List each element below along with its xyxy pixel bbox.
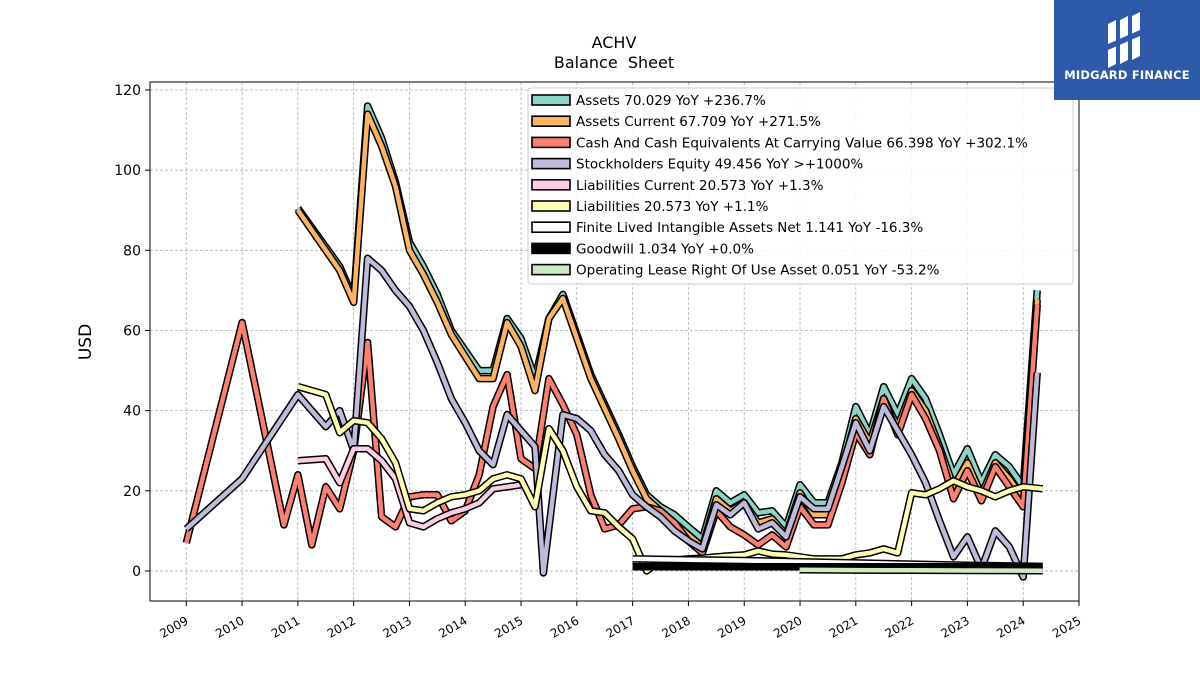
series-line-3	[184, 256, 1040, 580]
legend-entry: Finite Lived Intangible Assets Net 1.141…	[576, 220, 923, 236]
x-tick-label: 2016	[548, 613, 581, 640]
legend-swatch	[531, 115, 571, 127]
legend-swatch	[531, 179, 571, 191]
brand-logo: MIDGARD FINANCE	[1054, 0, 1200, 100]
midgard-logo-icon	[1108, 12, 1140, 68]
x-tick-label: 2018	[659, 613, 692, 640]
series-line-8	[799, 567, 1043, 573]
plot-frame	[149, 81, 1080, 602]
x-tick-label: 2013	[380, 613, 413, 640]
legend-entry: Liabilities 20.573 YoY +1.1%	[576, 199, 769, 215]
x-tick-label: 2024	[994, 613, 1027, 640]
series-layer	[182, 102, 1044, 581]
legend-entry: Operating Lease Right Of Use Asset 0.051…	[576, 263, 940, 279]
y-tick-label: 120	[114, 83, 141, 99]
x-tick-label: 2025	[1050, 613, 1083, 640]
series-line-4	[297, 446, 522, 530]
x-tick-label: 2021	[827, 613, 860, 640]
x-tick-label: 2020	[771, 613, 804, 640]
legend-swatch	[531, 136, 571, 149]
x-tick-label: 2011	[269, 613, 302, 640]
chart-title: ACHV	[592, 33, 637, 52]
legend-swatch	[531, 157, 571, 170]
legend-entry: Assets 70.029 YoY +236.7%	[576, 93, 766, 109]
x-tick-label: 2017	[604, 613, 637, 640]
x-tick-label: 2012	[325, 613, 358, 640]
chart-subtitle: Balance Sheet	[554, 53, 674, 72]
legend-entry: Stockholders Equity 49.456 YoY >+1000%	[576, 157, 863, 173]
y-tick-label: 0	[132, 564, 141, 580]
legend-swatch	[531, 200, 571, 212]
legend-entry: Assets Current 67.709 YoY +271.5%	[576, 114, 821, 130]
legend-entry: Cash And Cash Equivalents At Carrying Va…	[576, 135, 1028, 151]
y-tick-label: 40	[123, 404, 141, 420]
legend-swatch	[531, 242, 571, 255]
legend: Assets 70.029 YoY +236.7% Assets Current …	[527, 87, 1074, 285]
legend-entry: Goodwill 1.034 YoY +0.0%	[576, 241, 754, 257]
legend-swatch	[531, 263, 571, 276]
legend-swatch	[531, 94, 571, 106]
y-axis-label: USD	[76, 324, 96, 360]
legend-entry: Liabilities Current 20.573 YoY +1.3%	[576, 178, 824, 194]
y-tick-label: 100	[114, 163, 141, 179]
legend-swatch	[531, 221, 571, 233]
y-tick-label: 60	[123, 323, 141, 339]
x-tick-label: 2010	[213, 613, 246, 640]
x-tick-label: 2014	[436, 613, 469, 640]
x-tick-label: 2023	[938, 613, 971, 640]
x-tick-label: 2015	[492, 613, 525, 640]
x-tick-label: 2009	[157, 613, 190, 640]
legend-box	[527, 87, 1074, 285]
x-tick-label: 2019	[715, 613, 748, 640]
x-tick-label: 2022	[883, 613, 916, 640]
y-tick-label: 80	[123, 243, 141, 259]
brand-name: MIDGARD FINANCE	[1064, 68, 1190, 82]
y-tick-label: 20	[123, 484, 141, 500]
